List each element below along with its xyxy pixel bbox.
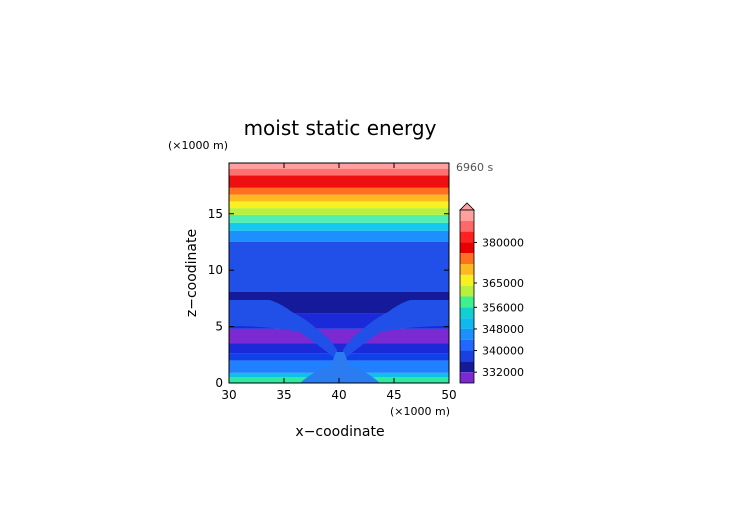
colorbar-swatch [460,328,474,340]
colorbar-swatch [460,361,474,373]
colorbar-label: 356000 [482,301,524,314]
right-dark-lobe [396,292,449,300]
time-stamp: 6960 s [456,161,493,174]
contour-layer-12 [229,208,449,215]
x-axis-ticks: 30 35 40 45 50 [221,163,457,402]
x-tick-label: 50 [441,388,456,402]
colorbar-swatch [460,264,474,275]
contour-layer-8 [229,241,449,292]
y-tick-label: 15 [208,207,223,221]
colorbar-frame [459,209,475,384]
contour-features [229,292,449,383]
colorbar-swatch [460,253,474,265]
x-axis-label: x−coodinate [295,424,384,440]
colorbar-swatch [460,231,474,243]
contour-layer-16 [229,175,449,188]
low-level-moist-bulge [300,366,380,383]
colorbar-overflow-arrow [459,202,475,211]
x-tick-label: 30 [221,388,236,402]
y-axis-unit: (×1000 m) [168,139,228,152]
contour-layer-14 [229,194,449,202]
colorbar-swatch [460,274,474,286]
colorbar-label: 365000 [482,277,524,290]
contour-layer-10 [229,222,449,231]
y-axis-ticks: 0 5 10 15 [208,207,449,390]
y-tick-label: 0 [215,376,223,390]
left-dark-lobe [229,292,284,300]
contour-layer-17 [229,168,449,176]
colorbar-swatch [460,318,474,329]
y-axis-label: z−coodinate [184,229,200,317]
upper-left-cloud-region [229,300,337,360]
x-tick-label: 40 [331,388,346,402]
colorbar-label: 348000 [482,323,524,336]
colorbar-swatch [460,296,474,308]
colorbar-swatch [460,339,474,351]
upper-right-cloud-region [343,300,449,360]
colorbar-swatch [460,220,474,232]
y-tick-label: 10 [208,263,223,277]
chart-title: moist static energy [244,116,437,140]
colorbar-swatch [460,210,474,221]
colorbar-swatch [460,242,474,254]
colorbar-label: 332000 [482,366,524,379]
x-tick-label: 35 [276,388,291,402]
colorbar-swatch [460,350,474,362]
contour-layer-13 [229,201,449,209]
contour-field [229,163,449,383]
colorbar-label: 380000 [482,236,524,249]
y-tick-label: 5 [215,320,223,334]
colorbar-swatch [460,285,474,297]
colorbar: 380000 365000 356000 348000 340000 332000 [459,202,524,384]
contour-layer-11 [229,214,449,223]
contour-layer-4 [229,343,449,354]
contour-layer-9 [229,230,449,242]
colorbar-swatch [460,307,474,319]
colorbar-swatch [460,372,474,383]
x-axis-unit: (×1000 m) [390,405,450,418]
contour-layer-15 [229,187,449,195]
contour-layer-5 [229,328,449,344]
colorbar-label: 340000 [482,345,524,358]
x-tick-label: 45 [386,388,401,402]
